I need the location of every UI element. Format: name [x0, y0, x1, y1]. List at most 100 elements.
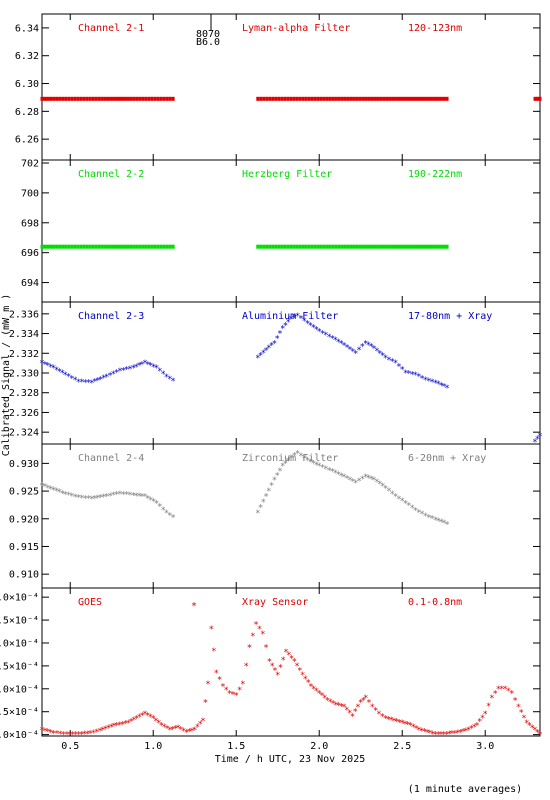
panel-label: GOES [78, 597, 102, 608]
data-point [91, 96, 95, 101]
data-point [319, 244, 323, 249]
data-point [319, 96, 323, 101]
data-point [439, 96, 443, 101]
data-point: * [527, 721, 532, 731]
data-point: * [66, 491, 71, 501]
data-point: * [366, 474, 371, 484]
panel-4: 0.910 0.915 0.920 0.925 0.930 Channel 2-4 Zirc… [9, 443, 541, 589]
data-point: * [444, 520, 449, 530]
data-point [126, 244, 130, 249]
y-tick-label: 7.5×10⁻⁴ [0, 616, 39, 627]
data-point: * [91, 729, 96, 739]
data-point: * [292, 313, 297, 323]
data-point: * [114, 491, 119, 501]
data-point [298, 96, 302, 101]
data-point: * [42, 727, 47, 737]
data-point [138, 244, 142, 249]
data-point: * [86, 379, 91, 389]
data-point [403, 244, 407, 249]
data-point: * [350, 712, 355, 722]
data-point: * [402, 720, 407, 730]
data-point [141, 96, 145, 101]
data-point: * [326, 466, 331, 476]
data-point [403, 96, 407, 101]
data-point [430, 96, 434, 101]
data-point: * [373, 707, 378, 717]
y-tick-label: 2.330 [9, 369, 39, 380]
data-point: * [269, 482, 274, 492]
data-point [313, 244, 317, 249]
data-point [430, 244, 434, 249]
data-point [64, 244, 68, 249]
data-point: * [370, 703, 375, 713]
data-point: * [278, 663, 283, 673]
data-point: * [330, 468, 335, 478]
data-point: * [186, 728, 191, 738]
data-point [337, 244, 341, 249]
data-point [445, 96, 449, 101]
data-point: * [416, 508, 421, 518]
data-point [301, 244, 305, 249]
data-point [325, 244, 329, 249]
data-point: * [76, 494, 81, 504]
data-point: * [430, 730, 435, 740]
data-point: * [151, 498, 156, 508]
data-point: * [72, 493, 77, 503]
data-point: * [167, 511, 172, 521]
data-point: * [394, 718, 399, 728]
data-point [343, 244, 347, 249]
x-tick-label: 3.0 [476, 741, 494, 752]
data-point: * [133, 363, 138, 373]
data-point [316, 96, 320, 101]
data-point: * [439, 518, 444, 528]
panels-group: 6.26 6.28 6.30 6.32 6.34 Channel 2-1 Lyman-alp… [0, 13, 543, 741]
data-point: * [283, 321, 288, 331]
data-point: * [330, 334, 335, 344]
data-point: * [294, 662, 299, 672]
data-point: * [114, 369, 119, 379]
data-point: * [57, 488, 62, 498]
data-point: * [380, 712, 385, 722]
data-point [70, 96, 74, 101]
footer-note: (1 minute averages) [408, 784, 522, 795]
y-tick-label: 694 [21, 278, 39, 289]
data-point [49, 96, 53, 101]
data-point [536, 96, 540, 101]
data-point: * [320, 329, 325, 339]
data-point: * [45, 728, 50, 738]
data-point [415, 244, 419, 249]
data-point: * [537, 432, 542, 442]
data-point: * [51, 486, 56, 496]
data-point: * [466, 726, 471, 736]
data-point [370, 244, 374, 249]
data-point [313, 96, 317, 101]
data-point: * [255, 509, 260, 519]
panel-label: Channel 2-4 [78, 453, 144, 464]
data-point: * [360, 475, 365, 485]
panel-label: Channel 2-3 [78, 311, 144, 322]
data-point: * [72, 376, 77, 386]
data-point: * [281, 656, 286, 666]
data-point: * [217, 676, 222, 686]
data-point: * [170, 725, 175, 735]
data-point: * [502, 685, 507, 695]
data-point: * [79, 378, 84, 388]
data-point [46, 96, 50, 101]
data-point: * [148, 496, 153, 506]
panel-2: 694 696 698 700 702 Channel 2-2 Herzberg Filte… [21, 158, 541, 303]
data-point [421, 244, 425, 249]
data-point: * [317, 328, 322, 338]
data-point: * [524, 719, 529, 729]
data-point: * [347, 709, 352, 719]
data-point [49, 244, 53, 249]
data-point: * [380, 482, 385, 492]
data-point: * [160, 370, 165, 380]
data-point [171, 96, 175, 101]
data-point: * [54, 366, 59, 376]
data-point: * [303, 675, 308, 685]
data-point [364, 244, 368, 249]
y-tick-label: 0.910 [9, 570, 39, 581]
data-point [370, 96, 374, 101]
data-point: * [386, 356, 391, 366]
data-point: * [406, 370, 411, 380]
